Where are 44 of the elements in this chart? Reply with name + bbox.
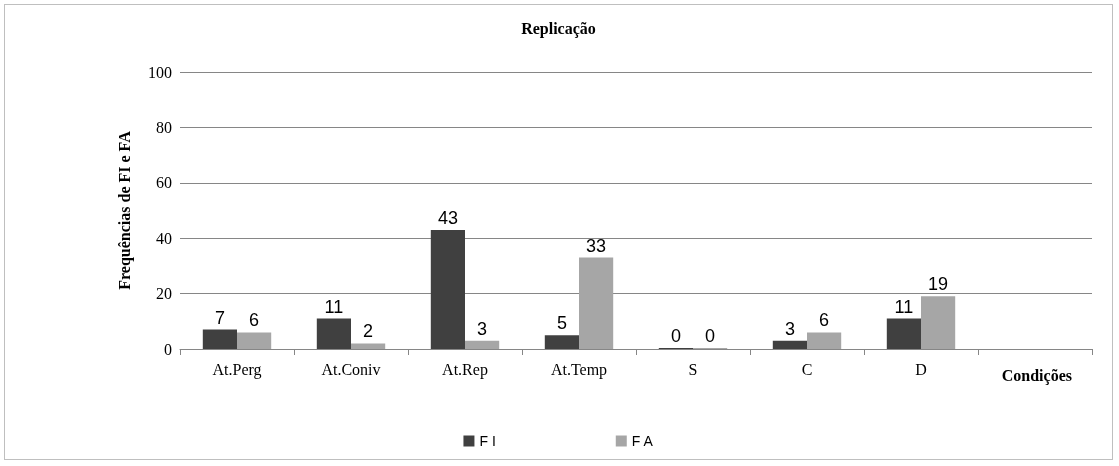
x-axis-title: Condições <box>1001 366 1073 385</box>
legend-label: F A <box>631 433 654 449</box>
data-label: 3 <box>477 318 488 339</box>
bar <box>465 340 500 349</box>
y-tick-label: 100 <box>148 63 172 81</box>
bar <box>202 329 237 349</box>
x-tick-label: At.Coniv <box>321 360 381 378</box>
y-tick-label: 40 <box>156 229 172 247</box>
data-label: 19 <box>928 274 949 295</box>
data-label: 11 <box>894 296 914 317</box>
y-tick-label: 80 <box>156 118 172 136</box>
data-label: 11 <box>324 296 344 317</box>
bar <box>807 332 842 349</box>
data-label: 2 <box>363 321 374 342</box>
data-label: 3 <box>784 318 795 339</box>
bar <box>237 332 272 349</box>
x-tick-label: At.Temp <box>550 360 608 379</box>
x-tick-label: C <box>801 360 813 378</box>
bar <box>921 296 956 349</box>
y-tick-label: 60 <box>156 174 172 192</box>
data-label: 0 <box>705 326 716 346</box>
data-label: 43 <box>437 207 458 228</box>
bar <box>316 318 351 349</box>
y-tick-label: 0 <box>164 340 172 358</box>
x-tick-label: At.Rep <box>442 360 488 379</box>
x-tick-label: D <box>915 360 927 378</box>
y-tick-label: 20 <box>156 285 172 303</box>
bar <box>886 318 921 349</box>
data-label: 7 <box>214 307 225 328</box>
data-label: 0 <box>670 326 681 346</box>
x-tick-label: At.Perg <box>212 360 262 379</box>
x-tick-label: S <box>688 360 698 378</box>
data-label: 6 <box>819 310 830 331</box>
bar <box>351 343 386 349</box>
bar <box>772 340 807 349</box>
bar <box>430 229 465 349</box>
data-label: 33 <box>586 235 607 256</box>
bar <box>579 257 614 349</box>
data-label: 6 <box>249 310 260 331</box>
y-axis-title: Frequências de FI e FA <box>115 130 134 290</box>
bar <box>544 335 579 349</box>
legend-label: F I <box>479 433 496 449</box>
data-label: 5 <box>556 313 567 334</box>
chart-title: Replicação <box>521 19 596 38</box>
